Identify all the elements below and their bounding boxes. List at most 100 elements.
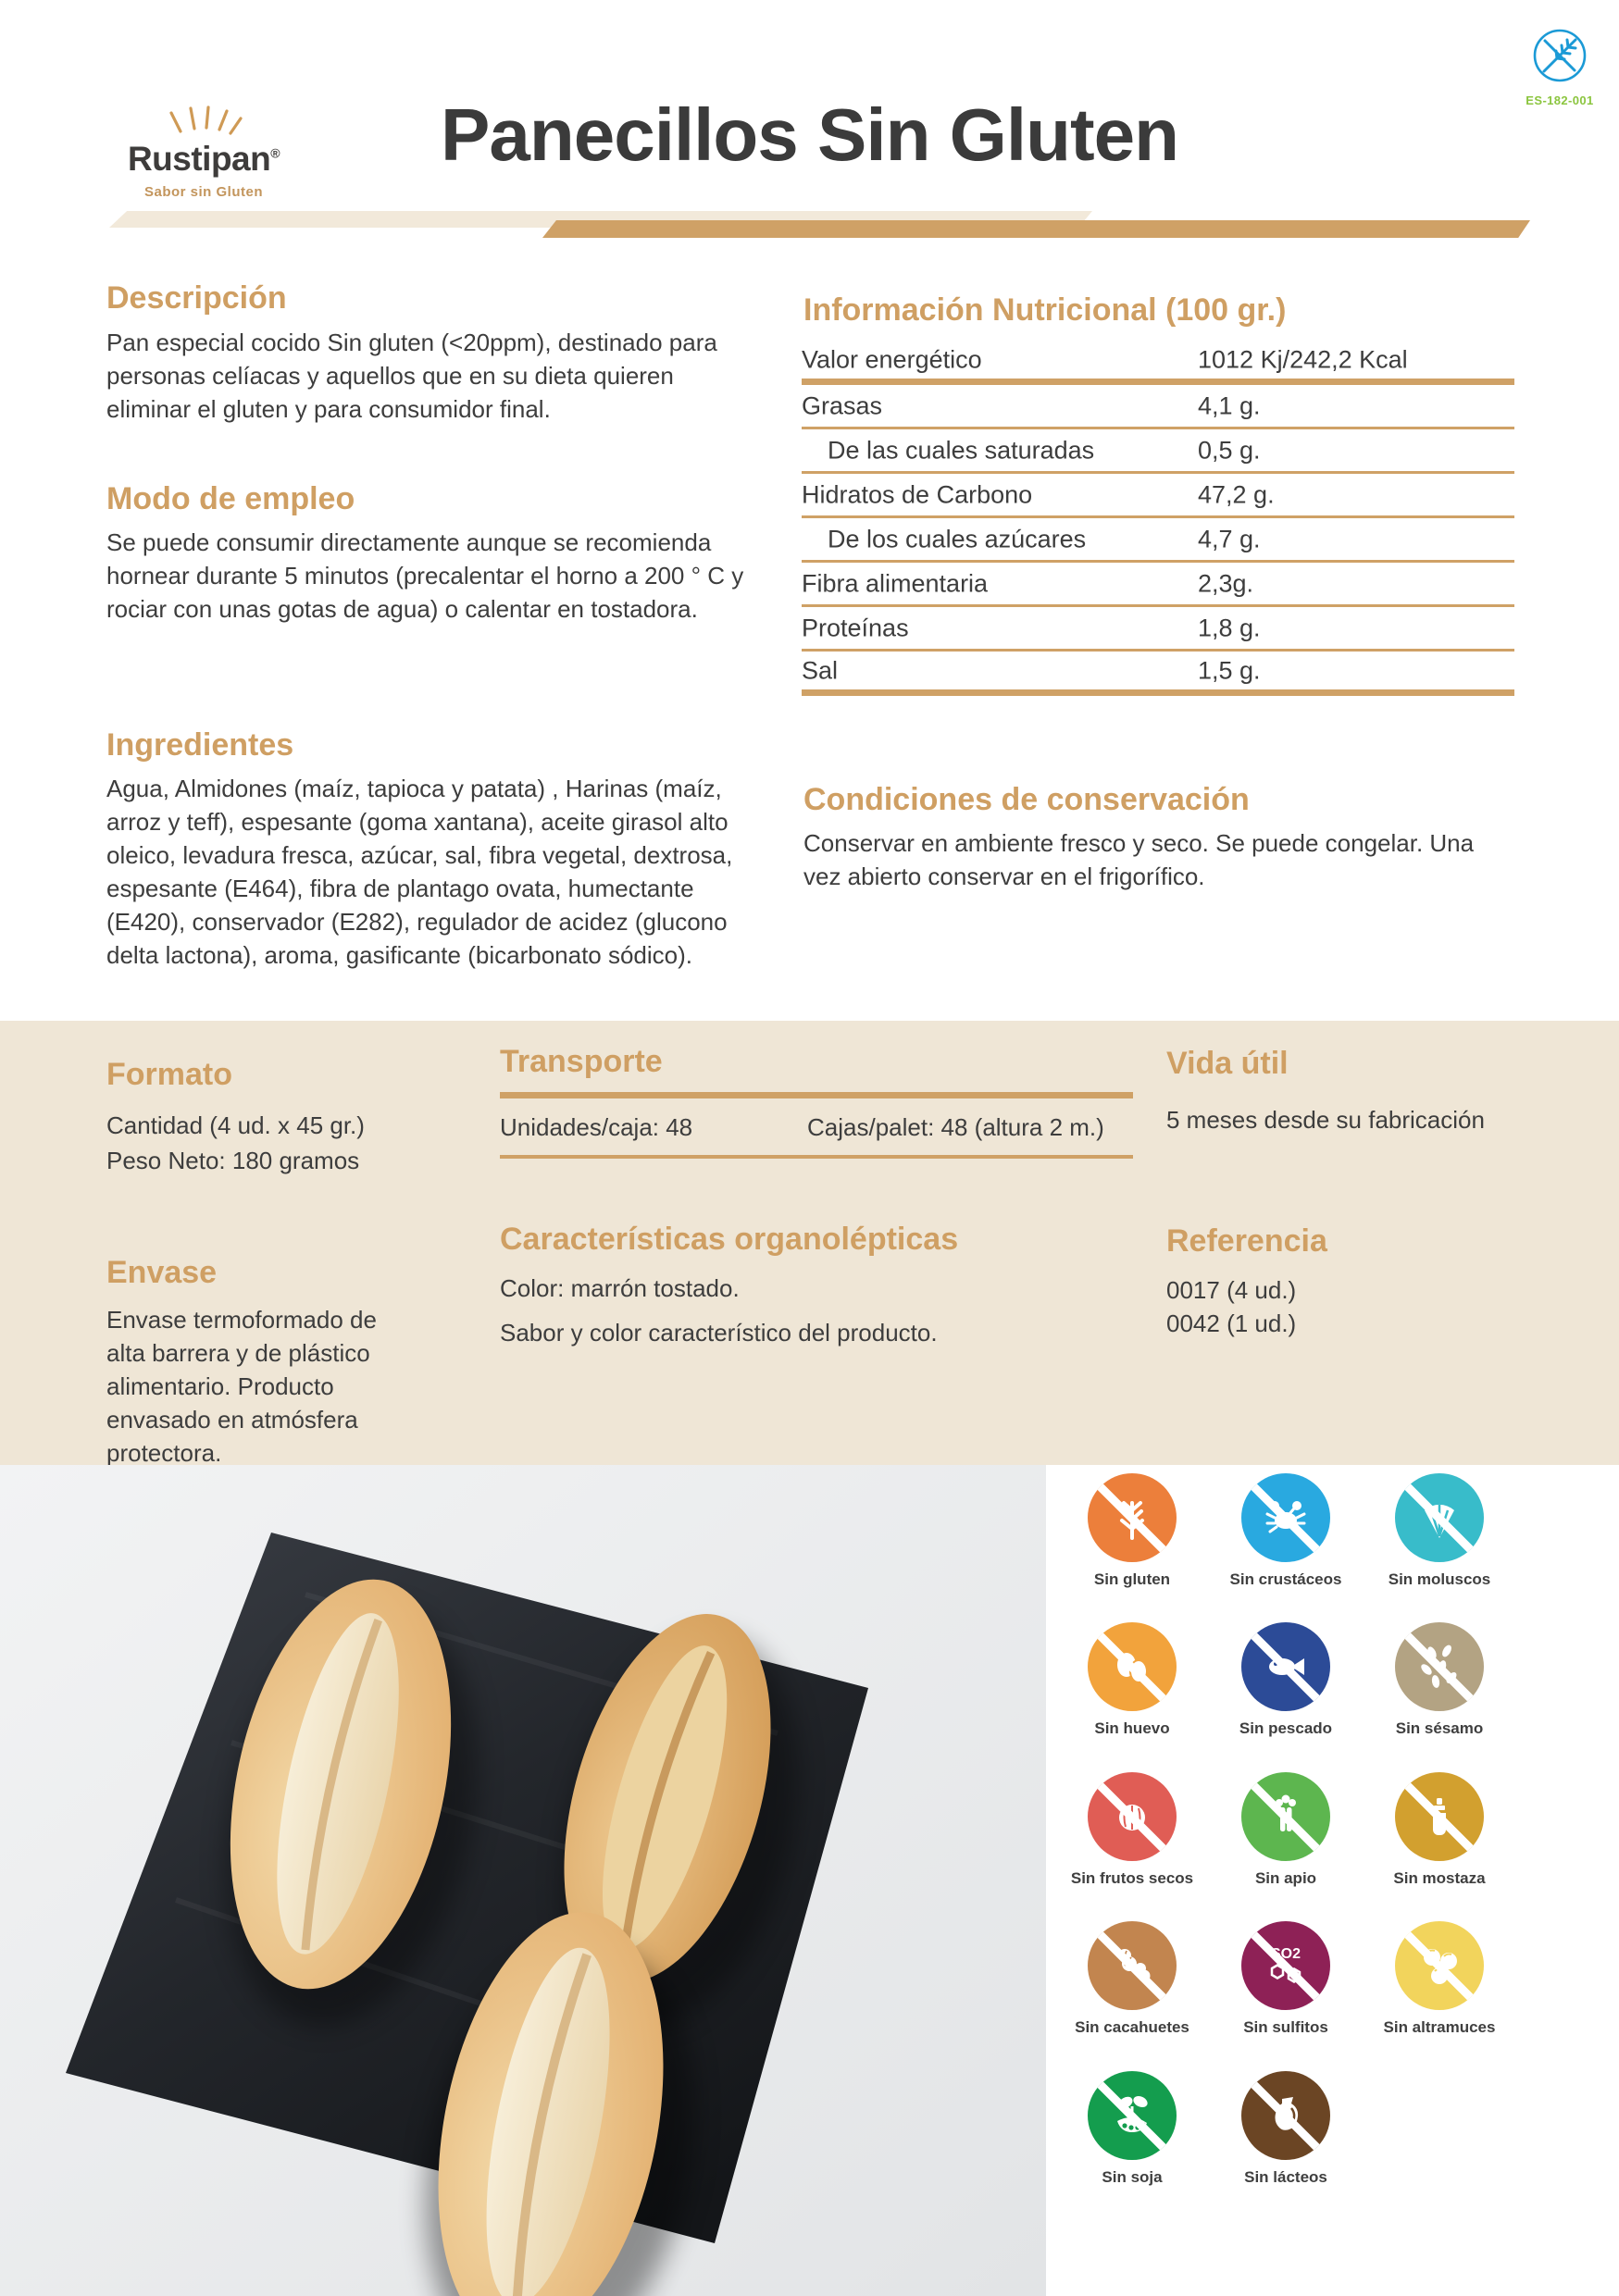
row-value: 0,5 g. <box>1198 436 1261 464</box>
milk-icon <box>1241 2071 1330 2160</box>
brand-name: Rustipan® <box>127 140 280 178</box>
row-label: Grasas <box>802 391 883 419</box>
page-title: Panecillos Sin Gluten <box>441 93 1179 176</box>
allergen-sin-frutos-secos: Sin frutos secos <box>1053 1772 1211 1888</box>
allergen-sin-pescado: Sin pescado <box>1207 1622 1364 1738</box>
allergen-sin-moluscos: Sin moluscos <box>1361 1473 1518 1589</box>
row-label: Sal <box>802 656 839 684</box>
conservacion-body: Conservar en ambiente fresco y seco. Se … <box>803 829 1475 890</box>
organolepticas-line-1: Color: marrón tostado. <box>500 1274 740 1302</box>
row-value: 1,5 g. <box>1198 656 1261 684</box>
formato-heading: Formato <box>106 1057 232 1092</box>
transporte-rule-top <box>500 1092 1133 1098</box>
table-row: Sal 1,5 g. <box>802 652 1514 696</box>
row-value: 1012 Kj/242,2 Kcal <box>1198 345 1408 373</box>
allergen-label: Sin apio <box>1254 1869 1317 1887</box>
transporte-unidades: Unidades/caja: 48 <box>500 1113 693 1141</box>
allergen-label: Sin altramuces <box>1383 2018 1496 2036</box>
title-underline-tan <box>542 220 1530 238</box>
sesame-icon <box>1395 1622 1484 1711</box>
ingredientes-body: Agua, Almidones (maíz, tapioca y patata)… <box>106 775 733 969</box>
allergen-sin-apio: Sin apio <box>1207 1772 1364 1888</box>
allergen-sin-soja: Sin soja <box>1053 2071 1211 2187</box>
registered-mark: ® <box>270 145 280 161</box>
table-row: De las cuales saturadas 0,5 g. <box>802 429 1514 474</box>
allergen-sin-gluten: Sin gluten <box>1053 1473 1211 1589</box>
referencia-line-2: 0042 (1 ud.) <box>1166 1309 1297 1337</box>
allergen-sin-cacahuetes: Sin cacahuetes <box>1053 1921 1211 2037</box>
allergen-label: Sin lácteos <box>1244 2168 1327 2186</box>
table-row: Fibra alimentaria 2,3g. <box>802 563 1514 607</box>
allergen-sin-sulfitos: SO2 Sin sulfitos <box>1207 1921 1364 2037</box>
row-value: 4,7 g. <box>1198 525 1261 552</box>
table-row: Grasas 4,1 g. <box>802 385 1514 429</box>
allergen-sin-huevo: Sin huevo <box>1053 1622 1211 1738</box>
allergen-sin-mostaza: Sin mostaza <box>1361 1772 1518 1888</box>
nutrition-table: Valor energético 1012 Kj/242,2 Kcal Gras… <box>802 341 1514 696</box>
allergen-label: Sin cacahuetes <box>1075 2018 1189 2036</box>
egg-icon <box>1088 1622 1177 1711</box>
referencia-line-1: 0017 (4 ud.) <box>1166 1276 1297 1304</box>
row-value: 47,2 g. <box>1198 480 1275 508</box>
row-label: Hidratos de Carbono <box>802 480 1033 508</box>
allergen-label: Sin mostaza <box>1393 1869 1486 1887</box>
vida-util-body: 5 meses desde su fabricación <box>1166 1106 1485 1134</box>
fish-icon <box>1241 1622 1330 1711</box>
brand-logo: Rustipan® Sabor sin Gluten <box>88 104 319 200</box>
crossed-grain-icon <box>1533 29 1587 82</box>
product-photo <box>0 1465 1046 2296</box>
mustard-icon <box>1395 1772 1484 1861</box>
table-row: Proteínas 1,8 g. <box>802 607 1514 652</box>
table-row: Valor energético 1012 Kj/242,2 Kcal <box>802 341 1514 385</box>
row-label: De los cuales azúcares <box>828 525 1087 552</box>
modo-empleo-body: Se puede consumir directamente aunque se… <box>106 528 744 623</box>
row-label: Fibra alimentaria <box>802 569 989 597</box>
certification-code: ES-182-001 <box>1526 93 1594 107</box>
wheat-icon <box>1088 1473 1177 1562</box>
nutricion-heading: Información Nutricional (100 gr.) <box>803 292 1287 328</box>
organolepticas-heading: Características organolépticas <box>500 1222 959 1257</box>
allergen-label: Sin moluscos <box>1388 1570 1491 1588</box>
shell-icon <box>1395 1473 1484 1562</box>
modo-empleo-heading: Modo de empleo <box>106 481 355 516</box>
allergen-label: Sin crustáceos <box>1229 1570 1342 1588</box>
row-label: De las cuales saturadas <box>828 436 1095 464</box>
allergen-sin-crustaceos: Sin crustáceos <box>1207 1473 1364 1589</box>
allergen-sin-sesamo: Sin sésamo <box>1361 1622 1518 1738</box>
row-label: Proteínas <box>802 614 909 641</box>
brand-tagline: Sabor sin Gluten <box>143 184 263 200</box>
transporte-rule-bottom <box>500 1155 1133 1159</box>
transporte-heading: Transporte <box>500 1044 663 1079</box>
bread-photo-illustration <box>0 1465 1046 2296</box>
allergen-sin-altramuces: Sin altramuces <box>1361 1921 1518 2037</box>
peanut-icon <box>1088 1921 1177 2010</box>
descripcion-heading: Descripción <box>106 280 287 316</box>
celery-icon <box>1241 1772 1330 1861</box>
organolepticas-line-2: Sabor y color característico del product… <box>500 1319 938 1347</box>
allergen-label: Sin soja <box>1102 2168 1163 2186</box>
crab-icon <box>1241 1473 1330 1562</box>
row-label: Valor energético <box>802 345 982 373</box>
lupin-icon <box>1395 1921 1484 2010</box>
soy-icon <box>1088 2071 1177 2160</box>
envase-body: Envase termoformado de alta barrera y de… <box>106 1306 377 1467</box>
descripcion-body: Pan especial cocido Sin gluten (<20ppm),… <box>106 329 717 423</box>
table-row: De los cuales azúcares 4,7 g. <box>802 518 1514 563</box>
allergen-label: Sin pescado <box>1239 1719 1333 1737</box>
allergen-label: Sin frutos secos <box>1070 1869 1194 1887</box>
logo-rays-icon <box>169 105 243 135</box>
walnut-icon <box>1088 1772 1177 1861</box>
formato-line-1: Cantidad (4 ud. x 45 gr.) <box>106 1111 365 1139</box>
row-value: 1,8 g. <box>1198 614 1261 641</box>
ingredientes-heading: Ingredientes <box>106 727 294 763</box>
allergen-label: Sin sésamo <box>1395 1719 1484 1737</box>
vida-util-heading: Vida útil <box>1166 1046 1289 1081</box>
transporte-cajas: Cajas/palet: 48 (altura 2 m.) <box>807 1113 1104 1141</box>
allergen-label: Sin huevo <box>1094 1719 1170 1737</box>
row-value: 4,1 g. <box>1198 391 1261 419</box>
allergen-label: Sin sulfitos <box>1243 2018 1328 2036</box>
formato-line-2: Peso Neto: 180 gramos <box>106 1147 360 1174</box>
sulfites-icon: SO2 <box>1241 1921 1330 2010</box>
conservacion-heading: Condiciones de conservación <box>803 782 1250 817</box>
